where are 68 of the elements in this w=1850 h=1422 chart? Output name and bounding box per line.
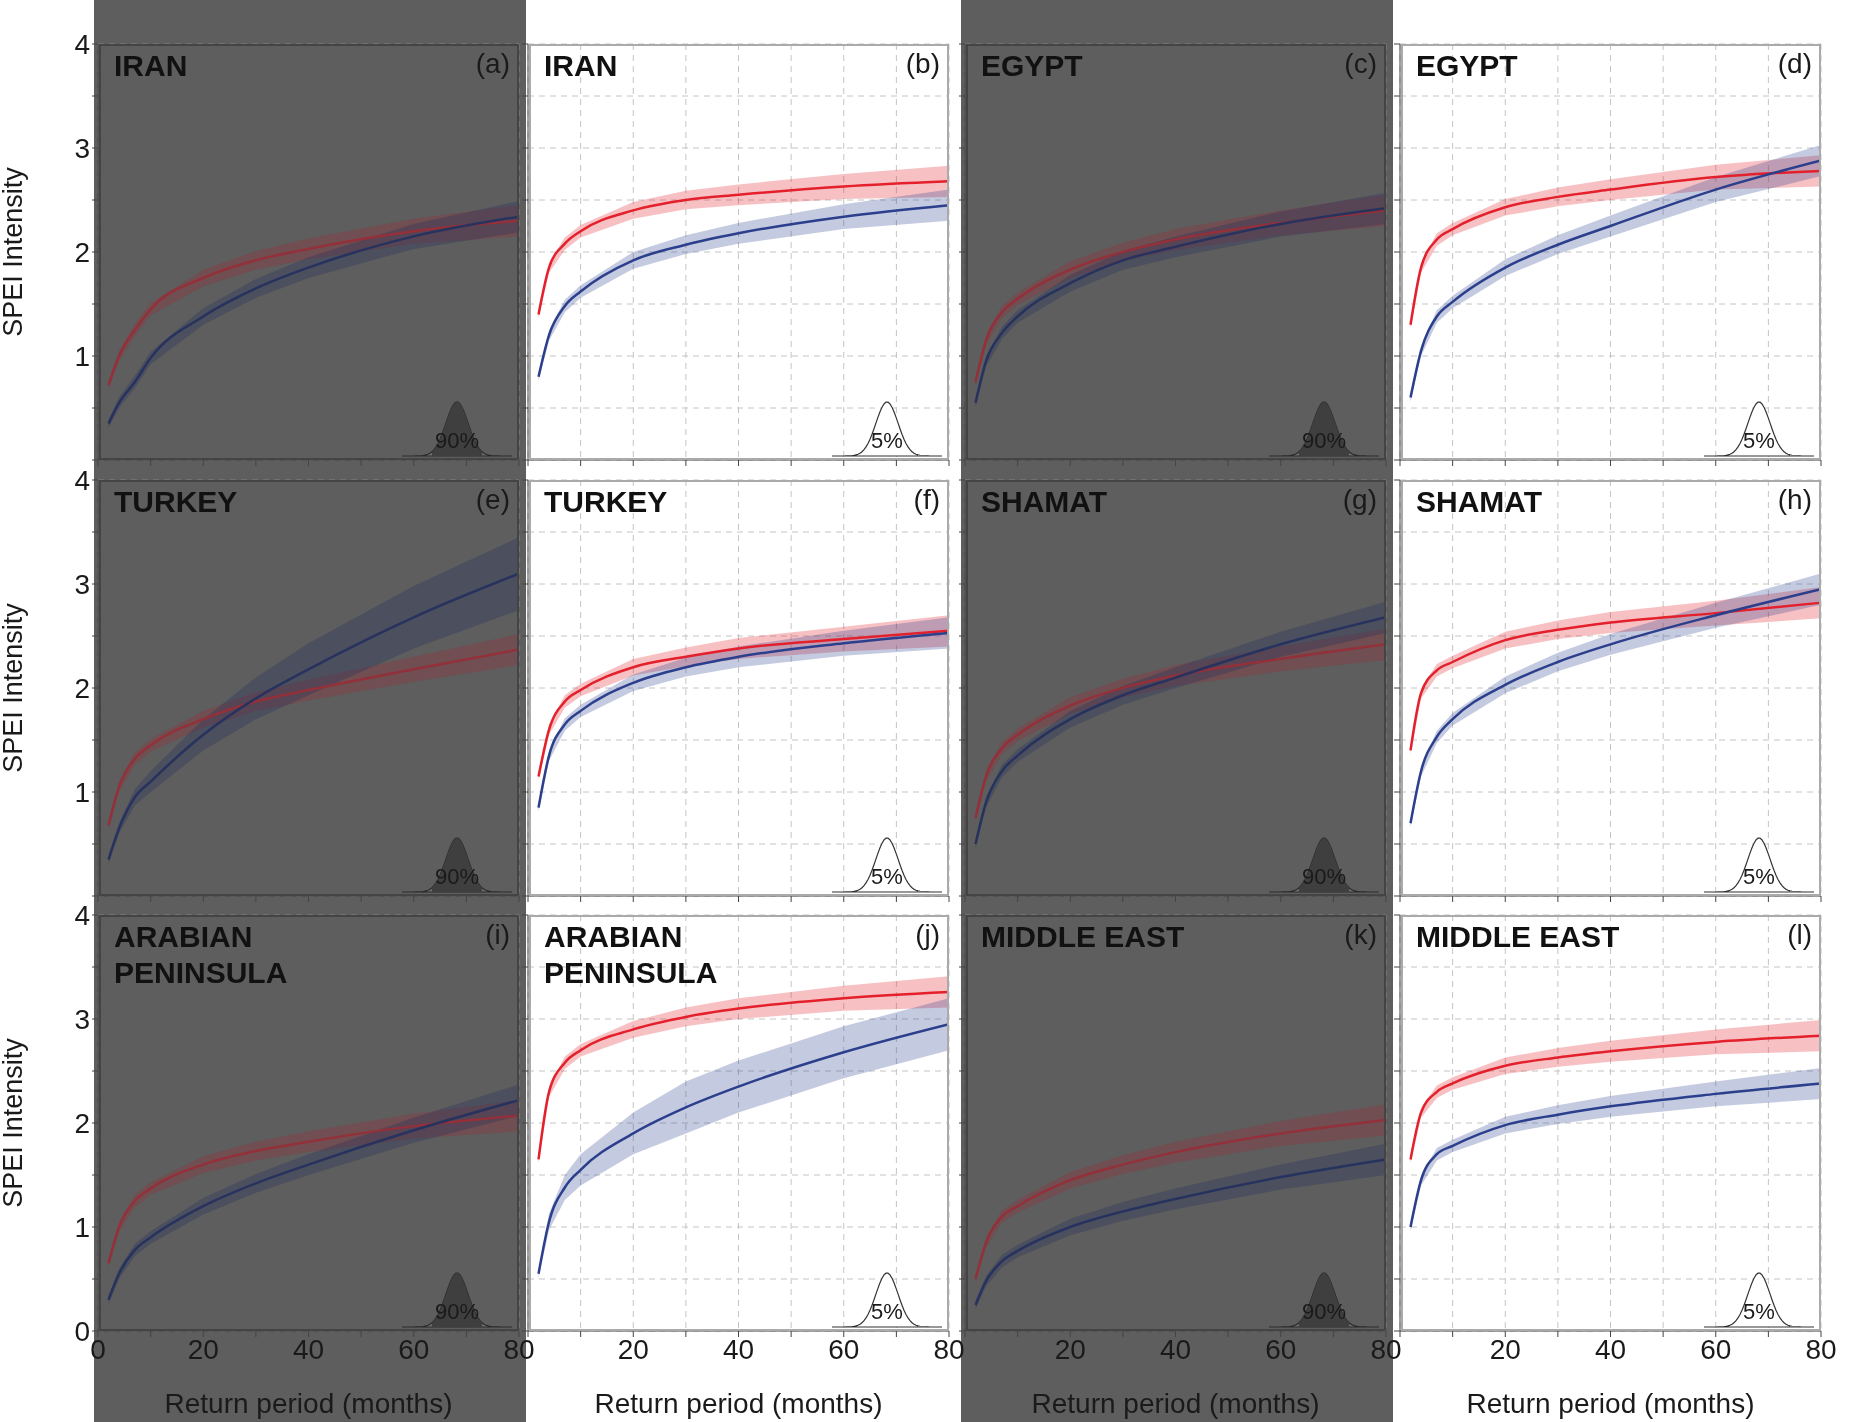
chart-title: SHAMAT bbox=[1416, 484, 1543, 520]
x-axis-title: Return period (months) bbox=[594, 1388, 883, 1419]
y-tick-label: 1 bbox=[74, 1211, 90, 1243]
annotation: 5% bbox=[870, 864, 904, 890]
x-tick-label: 20 bbox=[187, 1333, 219, 1365]
annotation: (g) bbox=[1341, 484, 1377, 516]
annotation: (b) bbox=[904, 48, 940, 80]
y-axis-title: SPEI Intensity bbox=[0, 1037, 28, 1208]
text: ARABIAN PENINSULA bbox=[544, 919, 719, 991]
annotation: (e) bbox=[474, 484, 510, 516]
y-tick-label: 2 bbox=[74, 236, 90, 268]
x-tick-label: 40 bbox=[1594, 1333, 1627, 1365]
x-tick-label: 20 bbox=[1489, 1333, 1521, 1365]
x-tick-label: 60 bbox=[1700, 1333, 1732, 1365]
x-tick-label: 40 bbox=[722, 1333, 755, 1365]
y-axis-title: SPEI Intensity bbox=[0, 602, 28, 773]
annotation: (c) bbox=[1343, 48, 1377, 80]
annotation: 90% bbox=[1300, 1299, 1347, 1325]
annotation: 90% bbox=[433, 1299, 480, 1325]
chart-title: EGYPT bbox=[981, 48, 1083, 84]
annotation: (l) bbox=[1786, 919, 1812, 951]
annotation: (h) bbox=[1776, 484, 1812, 516]
annotation: (d) bbox=[1776, 48, 1812, 80]
annotation: 90% bbox=[433, 864, 480, 890]
annotation: (f) bbox=[912, 484, 940, 516]
chart-title: IRAN bbox=[544, 48, 618, 84]
x-tick-label: 60 bbox=[828, 1333, 860, 1365]
x-tick-label: 60 bbox=[398, 1333, 430, 1365]
chart-title: MIDDLE EAST bbox=[981, 919, 1185, 955]
y-tick-label: 1 bbox=[74, 776, 90, 808]
x-axis-title: Return period (months) bbox=[1466, 1388, 1755, 1419]
y-tick-label: 4 bbox=[74, 464, 90, 496]
chart-title: MIDDLE EAST bbox=[1416, 919, 1620, 955]
x-axis-title: Return period (months) bbox=[1031, 1388, 1320, 1419]
annotation: 5% bbox=[1742, 864, 1776, 890]
y-tick-label: 2 bbox=[74, 1107, 90, 1139]
annotation: 5% bbox=[1742, 1299, 1776, 1325]
annotation: 5% bbox=[1742, 428, 1776, 454]
x-tick-label: 80 bbox=[1805, 1333, 1837, 1365]
x-tick-label: 60 bbox=[1265, 1333, 1297, 1365]
annotation: (i) bbox=[484, 919, 510, 951]
y-tick-label: 3 bbox=[74, 568, 90, 600]
x-tick-label: 40 bbox=[292, 1333, 325, 1365]
y-axis-title: SPEI Intensity bbox=[0, 166, 28, 337]
chart-title: SHAMAT bbox=[981, 484, 1108, 520]
y-tick-label: 4 bbox=[74, 28, 90, 60]
x-tick-label: 40 bbox=[1159, 1333, 1192, 1365]
y-tick-label: 4 bbox=[74, 899, 90, 931]
y-tick-label: 3 bbox=[74, 1003, 90, 1035]
y-tick-label: 1 bbox=[74, 340, 90, 372]
x-tick-label: 20 bbox=[1054, 1333, 1086, 1365]
annotation: 5% bbox=[870, 428, 904, 454]
text: ARABIAN PENINSULA bbox=[114, 919, 289, 991]
y-tick-label: 2 bbox=[74, 672, 90, 704]
annotation: 90% bbox=[1300, 864, 1347, 890]
annotation: 90% bbox=[433, 428, 480, 454]
chart-title: TURKEY bbox=[114, 484, 238, 520]
chart-title: TURKEY bbox=[544, 484, 668, 520]
x-tick-label: 20 bbox=[617, 1333, 649, 1365]
chart-title: EGYPT bbox=[1416, 48, 1518, 84]
annotation: (a) bbox=[474, 48, 510, 80]
annotation: 90% bbox=[1300, 428, 1347, 454]
x-axis-title: Return period (months) bbox=[164, 1388, 453, 1419]
y-tick-label: 3 bbox=[74, 132, 90, 164]
annotation: (j) bbox=[914, 919, 940, 951]
annotation: 5% bbox=[870, 1299, 904, 1325]
chart-title: IRAN bbox=[114, 48, 188, 84]
annotation: (k) bbox=[1343, 919, 1377, 951]
